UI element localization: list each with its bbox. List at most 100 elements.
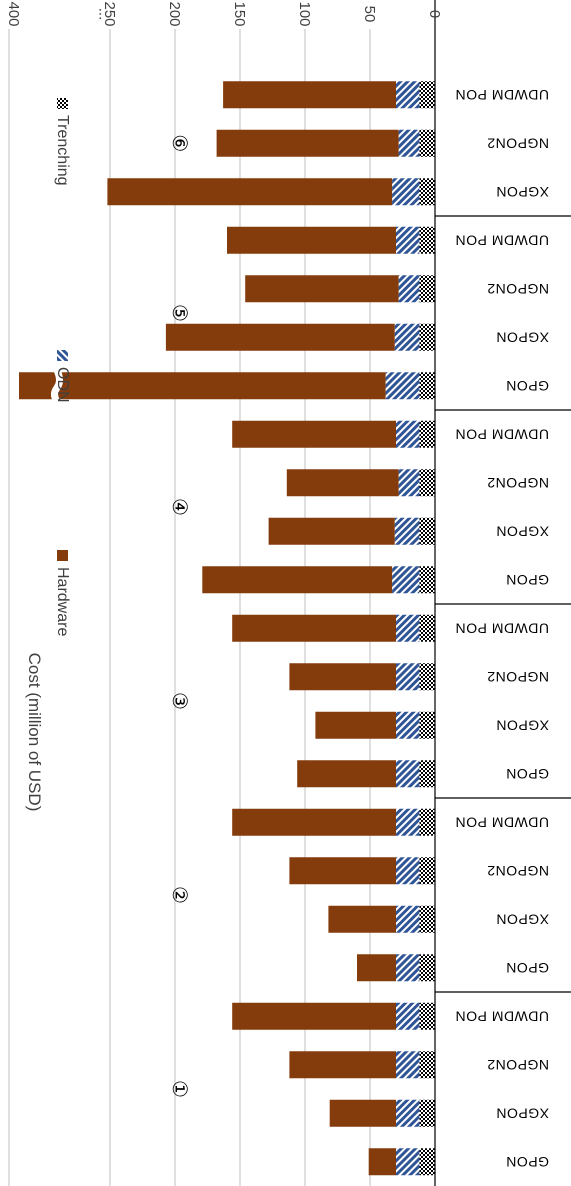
group-label: ④ — [168, 498, 192, 516]
bar-hardware — [329, 1099, 396, 1127]
bar-odn — [396, 420, 420, 448]
bar-odn — [396, 663, 420, 691]
tick-label: 150 — [231, 1, 248, 26]
bar-hardware — [232, 808, 396, 836]
bar-trenching — [419, 566, 435, 594]
bar-trenching — [419, 808, 435, 836]
bar-trenching — [419, 275, 435, 303]
bar-hardware — [297, 760, 396, 788]
category-label: UDWDM PON — [455, 87, 549, 103]
category-label: GPON — [506, 1154, 549, 1170]
category-label: XGPON — [496, 523, 549, 539]
group-label: ② — [168, 886, 192, 904]
axis-title: Cost (million of USD) — [25, 653, 44, 812]
axes — [434, 0, 571, 1186]
bar-odn — [394, 323, 420, 351]
bar-odn — [396, 857, 420, 885]
group-label: ③ — [168, 692, 192, 710]
bar-trenching — [419, 614, 435, 642]
bar-odn — [396, 808, 420, 836]
bar-odn — [396, 1099, 420, 1127]
group-label: ① — [168, 1080, 192, 1098]
bar-odn — [396, 1148, 420, 1176]
legend-label: Hardware — [54, 567, 71, 636]
gridlines — [8, 29, 371, 1186]
legend-item: Trenching — [54, 98, 71, 186]
bar-odn — [392, 566, 420, 594]
legend: Trenching ODN Hardware — [54, 98, 71, 636]
bar-odn — [385, 372, 420, 400]
tick-label: 250 — [101, 1, 118, 26]
bar-odn — [396, 711, 420, 739]
bar-trenching — [419, 905, 435, 933]
category-label: GPON — [506, 572, 549, 588]
bar-hardware — [286, 469, 399, 497]
category-label: GPON — [506, 766, 549, 782]
axis-break-label: ... — [96, 8, 113, 21]
bar-odn — [396, 1051, 420, 1079]
category-label: UDWDM PON — [455, 814, 549, 830]
bar-trenching — [419, 517, 435, 545]
bar-odn — [398, 129, 420, 157]
bar-trenching — [419, 178, 435, 206]
chart-rotated-group: GPON XGPON NGPON2 UDWDM PON GPON XGPON NGPON2 U… — [5, 0, 571, 1186]
bar-odn — [396, 905, 420, 933]
bar-hardware — [245, 275, 399, 303]
bar-hardware — [107, 178, 393, 206]
bar-odn — [396, 81, 420, 109]
category-label: NGPON2 — [487, 669, 549, 685]
category-label: XGPON — [496, 911, 549, 927]
tick-label: 100 — [296, 1, 313, 26]
category-label: NGPON2 — [487, 1057, 549, 1073]
category-label: UDWDM PON — [455, 1008, 549, 1024]
category-label: NGPON2 — [487, 863, 549, 879]
bar-hardware — [223, 81, 396, 109]
bar-trenching — [419, 129, 435, 157]
bar-trenching — [419, 372, 435, 400]
bar-hardware — [357, 954, 396, 982]
axis-break-mark — [51, 368, 63, 404]
category-label: XGPON — [496, 1105, 549, 1121]
bar-hardware — [289, 857, 396, 885]
bar-trenching — [419, 323, 435, 351]
bar-hardware — [165, 323, 395, 351]
group-label: ⑤ — [168, 304, 192, 322]
bar-trenching — [419, 469, 435, 497]
bar-trenching — [419, 226, 435, 254]
bar-trenching — [419, 954, 435, 982]
bar-trenching — [419, 81, 435, 109]
bar-trenching — [419, 663, 435, 691]
category-label: XGPON — [496, 329, 549, 345]
tick-label: 50 — [361, 6, 378, 23]
bar-hardware — [328, 905, 396, 933]
legend-item: ODN — [54, 350, 71, 403]
category-label: XGPON — [496, 184, 549, 200]
bar-hardware — [202, 566, 393, 594]
bar-trenching — [419, 711, 435, 739]
legend-swatch — [57, 98, 68, 109]
group-label: ⑥ — [168, 134, 192, 152]
bar-hardware — [368, 1148, 396, 1176]
bar-trenching — [419, 1148, 435, 1176]
bar-hardware — [289, 663, 396, 691]
bar-odn — [396, 954, 420, 982]
category-label: UDWDM PON — [455, 620, 549, 636]
category-label: XGPON — [496, 717, 549, 733]
bar-trenching — [419, 760, 435, 788]
bar-hardware — [216, 129, 399, 157]
bar-odn — [396, 226, 420, 254]
bar-hardware — [232, 420, 396, 448]
bar-odn — [396, 760, 420, 788]
legend-label: Trenching — [54, 115, 71, 186]
bars — [19, 81, 435, 1176]
bar-odn — [398, 469, 420, 497]
bar-trenching — [419, 1099, 435, 1127]
category-label: GPON — [506, 378, 549, 394]
bar-odn — [394, 517, 420, 545]
category-label: NGPON2 — [487, 281, 549, 297]
legend-label: ODN — [54, 367, 71, 403]
bar-trenching — [419, 1051, 435, 1079]
category-label: GPON — [506, 960, 549, 976]
bar-trenching — [419, 420, 435, 448]
